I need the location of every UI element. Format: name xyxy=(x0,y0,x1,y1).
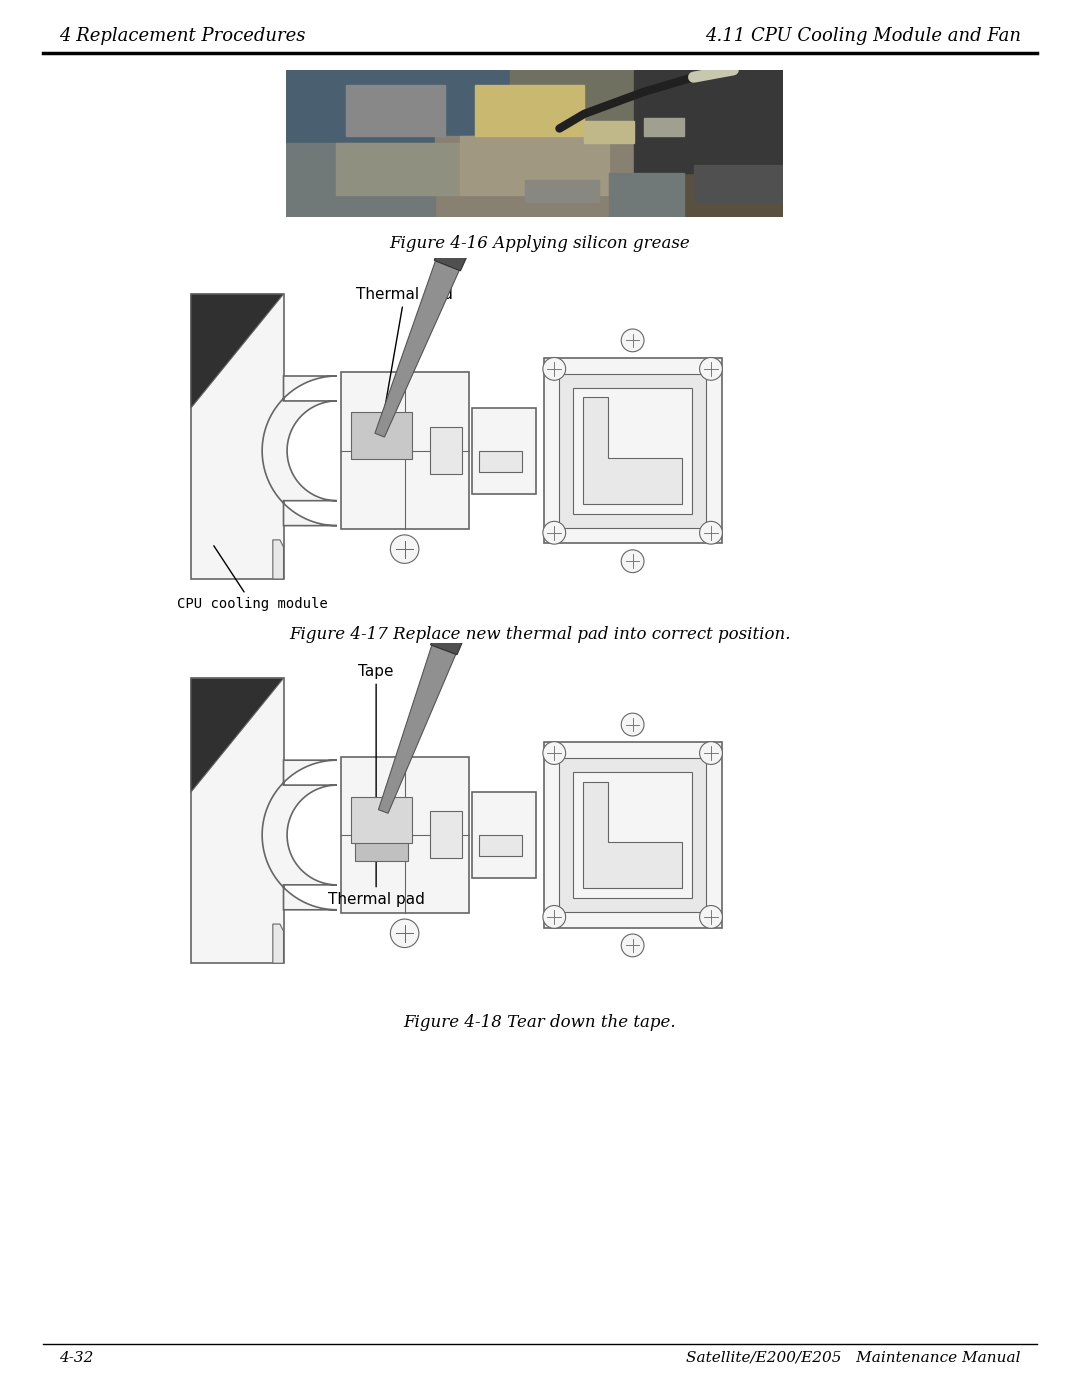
Bar xyxy=(644,119,684,136)
Bar xyxy=(351,796,411,842)
Circle shape xyxy=(390,535,419,563)
Circle shape xyxy=(543,358,566,380)
Bar xyxy=(340,757,469,914)
Bar xyxy=(573,388,692,514)
Text: Figure 4-16 Applying silicon grease: Figure 4-16 Applying silicon grease xyxy=(390,235,690,251)
Text: Tape: Tape xyxy=(359,664,394,800)
Bar xyxy=(480,835,523,856)
Bar xyxy=(191,293,284,578)
Polygon shape xyxy=(583,781,683,888)
Polygon shape xyxy=(378,645,456,813)
Circle shape xyxy=(700,521,723,545)
Text: Thermal pad: Thermal pad xyxy=(327,852,424,907)
Bar xyxy=(559,374,706,528)
Polygon shape xyxy=(191,679,284,792)
Bar xyxy=(584,122,634,144)
Polygon shape xyxy=(262,376,337,525)
Bar xyxy=(543,742,721,928)
Bar xyxy=(430,812,461,859)
Polygon shape xyxy=(262,760,337,909)
Bar xyxy=(286,144,435,217)
Polygon shape xyxy=(191,293,284,408)
Bar xyxy=(336,144,460,194)
Bar xyxy=(354,841,408,861)
Bar xyxy=(510,70,659,129)
Bar xyxy=(430,427,461,475)
Circle shape xyxy=(621,712,644,736)
Bar xyxy=(346,85,445,136)
Polygon shape xyxy=(583,397,683,504)
Bar xyxy=(693,165,783,203)
Circle shape xyxy=(543,521,566,545)
Bar xyxy=(472,792,537,877)
Bar xyxy=(609,173,684,217)
Bar xyxy=(475,85,584,136)
Bar xyxy=(634,70,783,173)
Polygon shape xyxy=(431,591,480,655)
Circle shape xyxy=(700,742,723,764)
Text: 4-32: 4-32 xyxy=(59,1351,94,1365)
Circle shape xyxy=(390,919,419,947)
Circle shape xyxy=(543,905,566,929)
Bar xyxy=(559,759,706,912)
Polygon shape xyxy=(273,923,284,964)
Text: CPU cooling module: CPU cooling module xyxy=(177,546,327,610)
Circle shape xyxy=(621,550,644,573)
Polygon shape xyxy=(273,539,284,578)
Bar xyxy=(525,180,599,203)
Bar xyxy=(472,408,537,493)
Bar xyxy=(340,373,469,529)
Bar xyxy=(435,136,634,217)
Bar xyxy=(191,679,284,964)
Circle shape xyxy=(621,935,644,957)
Circle shape xyxy=(700,358,723,380)
Bar xyxy=(460,136,609,194)
Circle shape xyxy=(543,742,566,764)
Text: Figure 4-18 Tear down the tape.: Figure 4-18 Tear down the tape. xyxy=(404,1014,676,1031)
Polygon shape xyxy=(375,261,459,437)
Text: 4 Replacement Procedures: 4 Replacement Procedures xyxy=(59,28,306,45)
Circle shape xyxy=(700,905,723,929)
Text: Thermal pad: Thermal pad xyxy=(356,286,454,434)
Circle shape xyxy=(621,328,644,352)
Bar xyxy=(351,412,411,458)
Text: Satellite/E200/E205   Maintenance Manual: Satellite/E200/E205 Maintenance Manual xyxy=(686,1351,1021,1365)
Bar xyxy=(573,773,692,898)
Bar xyxy=(480,451,523,472)
Bar xyxy=(286,70,510,144)
Polygon shape xyxy=(434,207,484,271)
Text: Figure 4-17 Replace new thermal pad into correct position.: Figure 4-17 Replace new thermal pad into… xyxy=(289,626,791,643)
Bar xyxy=(543,358,721,543)
Text: 4.11 CPU Cooling Module and Fan: 4.11 CPU Cooling Module and Fan xyxy=(704,28,1021,45)
